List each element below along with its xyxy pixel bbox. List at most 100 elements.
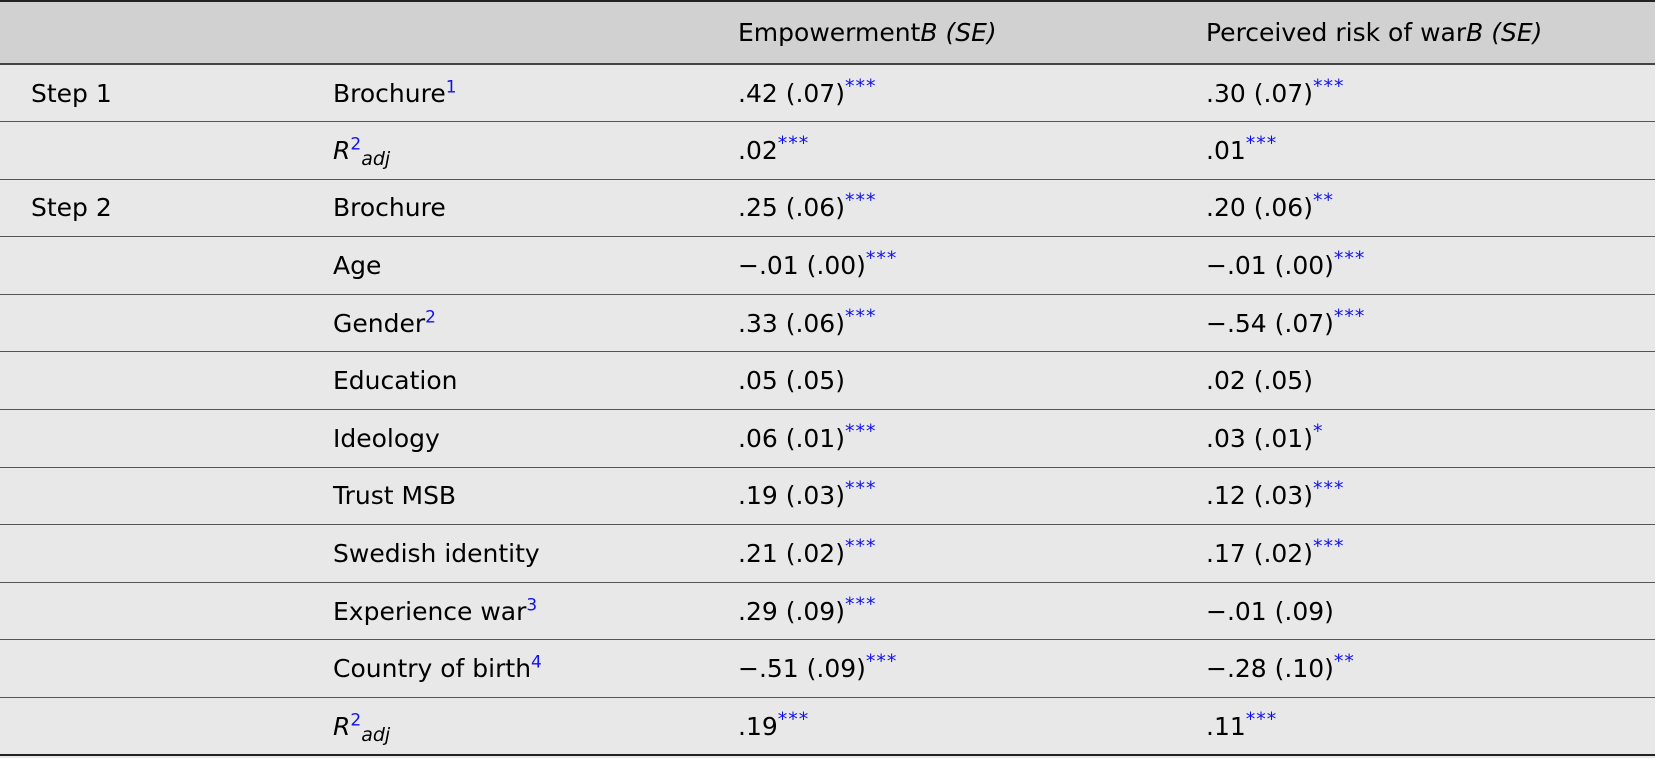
significance-stars: ***	[1312, 478, 1345, 501]
significance-stars: **	[1333, 650, 1355, 673]
variable-cell: Country of birth4	[333, 640, 738, 698]
risk-value: −.54 (.07)	[1206, 308, 1334, 338]
significance-stars: ***	[844, 478, 877, 501]
significance-stars: ***	[844, 535, 877, 558]
risk-cell: −.01 (.00)***	[1206, 237, 1655, 295]
variable-label: R	[333, 135, 351, 165]
variable-label: Trust MSB	[333, 481, 457, 511]
risk-cell: .11***	[1206, 698, 1655, 756]
empowerment-value: .19 (.03)	[738, 481, 845, 511]
risk-value: .30 (.07)	[1206, 78, 1313, 108]
step-cell	[0, 582, 333, 640]
significance-stars: ***	[844, 305, 877, 328]
empowerment-value: .33 (.06)	[738, 308, 845, 338]
footnote-marker: 2	[350, 710, 362, 731]
step-cell	[0, 640, 333, 698]
step-cell	[0, 525, 333, 583]
table-row: Trust MSB .19 (.03)*** .12 (.03)***	[0, 467, 1655, 525]
risk-cell: −.01 (.09)	[1206, 582, 1655, 640]
significance-stars: ***	[1312, 75, 1345, 98]
empowerment-cell: .25 (.06)***	[738, 179, 1206, 237]
header-empowerment: EmpowermentB (SE)	[738, 1, 1206, 65]
table-row: Experience war3.29 (.09)*** −.01 (.09)	[0, 582, 1655, 640]
significance-stars: ***	[777, 708, 810, 731]
risk-value: .02 (.05)	[1206, 366, 1313, 396]
table-row: R2adj .02*** .01***	[0, 122, 1655, 180]
table-row: R2adj .19*** .11***	[0, 698, 1655, 756]
variable-label: Gender	[333, 308, 426, 338]
risk-cell: .17 (.02)***	[1206, 525, 1655, 583]
empowerment-cell: .42 (.07)***	[738, 64, 1206, 122]
risk-cell: .20 (.06)**	[1206, 179, 1655, 237]
empowerment-cell: .29 (.09)***	[738, 582, 1206, 640]
variable-cell: Ideology	[333, 410, 738, 468]
variable-cell: Brochure1	[333, 64, 738, 122]
header-risk-stat: B (SE)	[1466, 18, 1543, 47]
risk-cell: .03 (.01)*	[1206, 410, 1655, 468]
step-cell	[0, 122, 333, 180]
variable-label: Swedish identity	[333, 539, 540, 569]
table-row: Education .05 (.05) .02 (.05)	[0, 352, 1655, 410]
header-risk: Perceived risk of warB (SE)	[1206, 1, 1655, 65]
empowerment-cell: .02***	[738, 122, 1206, 180]
risk-value: .03 (.01)	[1206, 423, 1313, 453]
empowerment-cell: .33 (.06)***	[738, 294, 1206, 352]
significance-stars: *	[1312, 420, 1324, 443]
significance-stars: ***	[865, 247, 898, 270]
header-row: EmpowermentB (SE) Perceived risk of warB…	[0, 1, 1655, 65]
significance-stars: ***	[1245, 132, 1278, 155]
empowerment-cell: .19 (.03)***	[738, 467, 1206, 525]
subscript: adj	[361, 723, 391, 746]
variable-label: Education	[333, 366, 458, 396]
footnote-marker: 1	[445, 77, 457, 98]
variable-label: Brochure	[333, 78, 446, 108]
variable-cell: R2adj	[333, 122, 738, 180]
step-cell	[0, 352, 333, 410]
significance-stars: ***	[844, 420, 877, 443]
risk-cell: .01***	[1206, 122, 1655, 180]
step-cell	[0, 698, 333, 756]
significance-stars: ***	[844, 75, 877, 98]
variable-cell: Swedish identity	[333, 525, 738, 583]
significance-stars: ***	[844, 190, 877, 213]
subscript: adj	[361, 147, 391, 170]
table-row: Step 2 Brochure .25 (.06)*** .20 (.06)**	[0, 179, 1655, 237]
table-row: Country of birth4 −.51 (.09)*** −.28 (.10)…	[0, 640, 1655, 698]
variable-cell: Experience war3	[333, 582, 738, 640]
variable-cell: Education	[333, 352, 738, 410]
risk-value: .01	[1206, 135, 1246, 165]
empowerment-value: .02	[738, 135, 778, 165]
table-body: Step 1 Brochure1.42 (.07)*** .30 (.07)*** R…	[0, 64, 1655, 755]
empowerment-value: .21 (.02)	[738, 539, 845, 569]
significance-stars: ***	[777, 132, 810, 155]
empowerment-value: .05 (.05)	[738, 366, 845, 396]
variable-cell: Age	[333, 237, 738, 295]
risk-value: −.28 (.10)	[1206, 654, 1334, 684]
variable-label: Country of birth	[333, 654, 532, 684]
table-row: Ideology .06 (.01)*** .03 (.01)*	[0, 410, 1655, 468]
risk-value: .17 (.02)	[1206, 539, 1313, 569]
variable-cell: Brochure	[333, 179, 738, 237]
header-empowerment-label: Empowerment	[738, 18, 921, 47]
empowerment-cell: .19***	[738, 698, 1206, 756]
risk-cell: −.54 (.07)***	[1206, 294, 1655, 352]
risk-cell: .30 (.07)***	[1206, 64, 1655, 122]
header-variable	[333, 1, 738, 65]
empowerment-cell: .21 (.02)***	[738, 525, 1206, 583]
empowerment-cell: .06 (.01)***	[738, 410, 1206, 468]
table-row: Gender2.33 (.06)*** −.54 (.07)***	[0, 294, 1655, 352]
variable-cell: Gender2	[333, 294, 738, 352]
step-cell	[0, 294, 333, 352]
variable-label: Ideology	[333, 423, 440, 453]
step-cell	[0, 410, 333, 468]
header-risk-label: Perceived risk of war	[1206, 18, 1467, 47]
risk-cell: −.28 (.10)**	[1206, 640, 1655, 698]
table-row: Age −.01 (.00)*** −.01 (.00)***	[0, 237, 1655, 295]
empowerment-value: .42 (.07)	[738, 78, 845, 108]
step-cell	[0, 237, 333, 295]
empowerment-value: −.51 (.09)	[738, 654, 866, 684]
footnote-marker: 2	[425, 307, 436, 328]
risk-value: .20 (.06)	[1206, 193, 1313, 223]
significance-stars: ***	[1245, 708, 1278, 731]
footnote-marker: 3	[526, 595, 538, 616]
